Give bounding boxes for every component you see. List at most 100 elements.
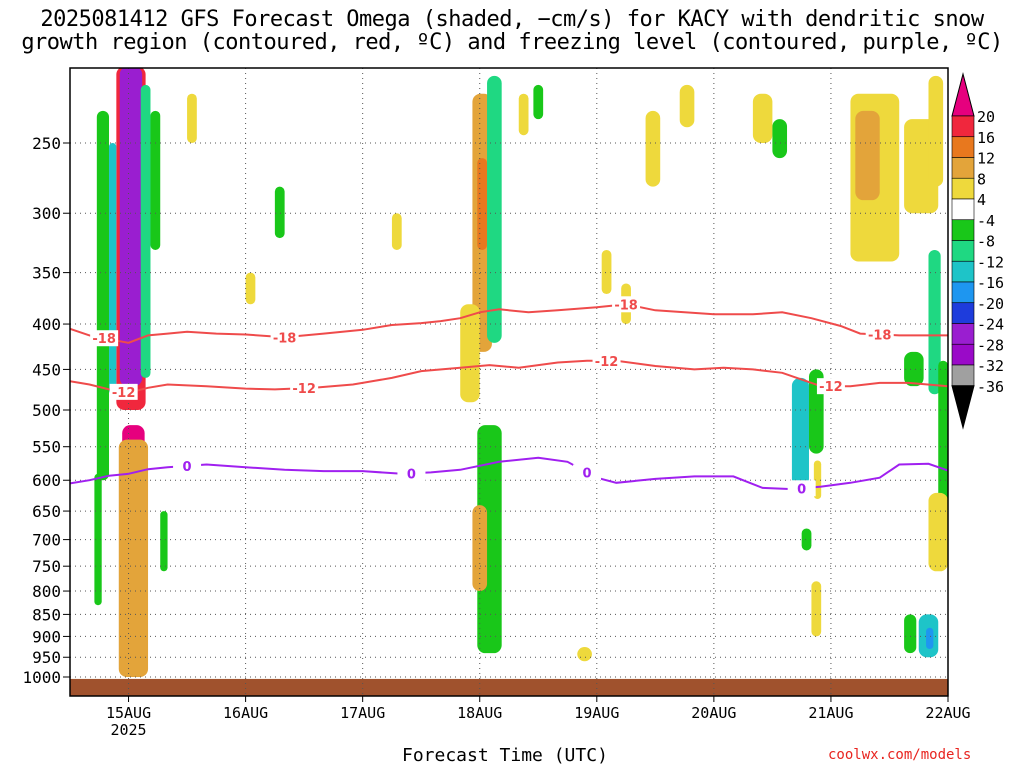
colorbar-swatch xyxy=(951,136,975,158)
colorbar-label: -4 xyxy=(977,212,995,230)
x-tick-label: 19AUG xyxy=(574,704,619,722)
contour-label: -18 xyxy=(92,332,116,347)
contour-label-bg xyxy=(612,296,641,313)
contour-label-bg xyxy=(865,326,894,343)
credit-link[interactable]: coolwx.com/models xyxy=(828,747,972,763)
y-tick-label: 950 xyxy=(32,648,61,667)
x-tick-label: 16AUG xyxy=(223,704,268,722)
omega-patch xyxy=(772,119,788,159)
y-tick-label: 700 xyxy=(32,531,61,550)
omega-patch xyxy=(926,627,934,650)
y-tick-label: 900 xyxy=(32,627,61,646)
contour-line xyxy=(70,359,948,394)
omega-patch xyxy=(487,75,502,343)
y-tick-label: 350 xyxy=(32,264,61,283)
contour-label: -18 xyxy=(614,298,638,313)
omega-patch xyxy=(460,304,480,403)
contour-label: -12 xyxy=(819,380,843,395)
omega-patch xyxy=(477,425,502,654)
contour-label: -18 xyxy=(868,328,892,343)
omega-patch xyxy=(140,84,151,378)
omega-patch xyxy=(533,84,544,120)
y-tick-label: 750 xyxy=(32,557,61,576)
contour-line xyxy=(70,456,948,491)
contour-label: -12 xyxy=(595,355,619,370)
colorbar-label: 4 xyxy=(977,191,986,209)
colorbar-swatch xyxy=(951,302,975,324)
omega-patch xyxy=(928,249,941,395)
contour-line xyxy=(70,303,948,344)
colorbar: 20 16 12 8 4 -4 -8 -12 -16 -20 -24 -28 -32 -36 xyxy=(951,72,1004,430)
colorbar-label: 16 xyxy=(977,129,995,147)
omega-patch xyxy=(118,439,149,677)
colorbar-label: -12 xyxy=(977,253,1004,271)
omega-patch xyxy=(928,75,944,187)
omega-patch xyxy=(274,186,285,239)
contour-label-bg xyxy=(592,352,621,369)
x-tick-label: 17AUG xyxy=(340,704,385,722)
chart-title-line2: growth region (contoured, red, ºC) and f… xyxy=(21,30,1003,55)
colorbar-swatch xyxy=(951,157,975,179)
contour-label: -12 xyxy=(112,386,136,401)
ground-strip xyxy=(70,678,948,696)
omega-shading xyxy=(94,68,948,677)
y-tick-label: 250 xyxy=(32,134,61,153)
omega-patch xyxy=(477,158,488,250)
colorbar-swatch xyxy=(951,323,975,345)
colorbar-label: -20 xyxy=(977,295,1004,313)
y-tick-label: 1000 xyxy=(22,668,61,687)
colorbar-label: -8 xyxy=(977,233,995,251)
contour-label-bg xyxy=(270,329,299,346)
omega-patch xyxy=(679,84,695,128)
colorbar-swatch xyxy=(951,198,975,221)
y-tick-label: 800 xyxy=(32,582,61,601)
y-tick-label: 850 xyxy=(32,605,61,624)
colorbar-swatch xyxy=(951,115,975,138)
y-tick-label: 450 xyxy=(32,360,61,379)
colorbar-label: 12 xyxy=(977,150,995,168)
omega-patch xyxy=(577,646,592,662)
colorbar-swatch xyxy=(951,281,975,304)
omega-patch xyxy=(645,110,661,187)
y-tick-label: 400 xyxy=(32,315,61,334)
contour-label: 0 xyxy=(797,482,806,497)
omega-patch xyxy=(160,511,168,572)
colorbar-swatch xyxy=(951,219,975,241)
x-tick-label: 2025 xyxy=(110,721,146,739)
omega-patch xyxy=(811,581,822,637)
colorbar-label: 8 xyxy=(977,170,986,188)
colorbar-swatch xyxy=(951,343,975,366)
colorbar-label: -24 xyxy=(977,316,1004,334)
colorbar-label: -36 xyxy=(977,378,1004,396)
contour-label-bg xyxy=(109,383,138,400)
x-axis-label: Forecast Time (UTC) xyxy=(402,745,608,766)
omega-patch xyxy=(94,473,102,606)
x-tick-label: 21AUG xyxy=(808,704,853,722)
x-tick-label: 22AUG xyxy=(925,704,970,722)
y-tick-label: 500 xyxy=(32,401,61,420)
chart-title: 2025081412 GFS Forecast Omega (shaded, −… xyxy=(0,8,1024,54)
colorbar-label: -32 xyxy=(977,357,1004,375)
omega-patch xyxy=(518,93,529,136)
omega-patch xyxy=(855,110,880,201)
contour-label-bg xyxy=(90,330,119,347)
y-tick-label: 650 xyxy=(32,502,61,521)
x-tick-label: 15AUG xyxy=(106,704,151,722)
chart-title-line1: 2025081412 GFS Forecast Omega (shaded, −… xyxy=(40,7,984,32)
omega-patch xyxy=(150,110,161,250)
contours: -18 -18 -18 -18 -12 -12 -12 -12 0 0 0 0 xyxy=(70,296,948,497)
omega-patch xyxy=(187,93,197,143)
colorbar-cap-top xyxy=(951,72,975,117)
omega-patch xyxy=(601,249,612,295)
omega-patch xyxy=(813,460,822,500)
contour-label: 0 xyxy=(583,466,592,481)
colorbar-swatch xyxy=(951,260,975,283)
y-tick-label: 600 xyxy=(32,471,61,490)
x-tick-label: 20AUG xyxy=(691,704,736,722)
contour-label: 0 xyxy=(407,467,416,482)
contour-label-bg xyxy=(173,457,202,474)
omega-patch xyxy=(245,272,256,305)
omega-patch xyxy=(791,377,809,487)
contour-label: -18 xyxy=(273,331,297,346)
